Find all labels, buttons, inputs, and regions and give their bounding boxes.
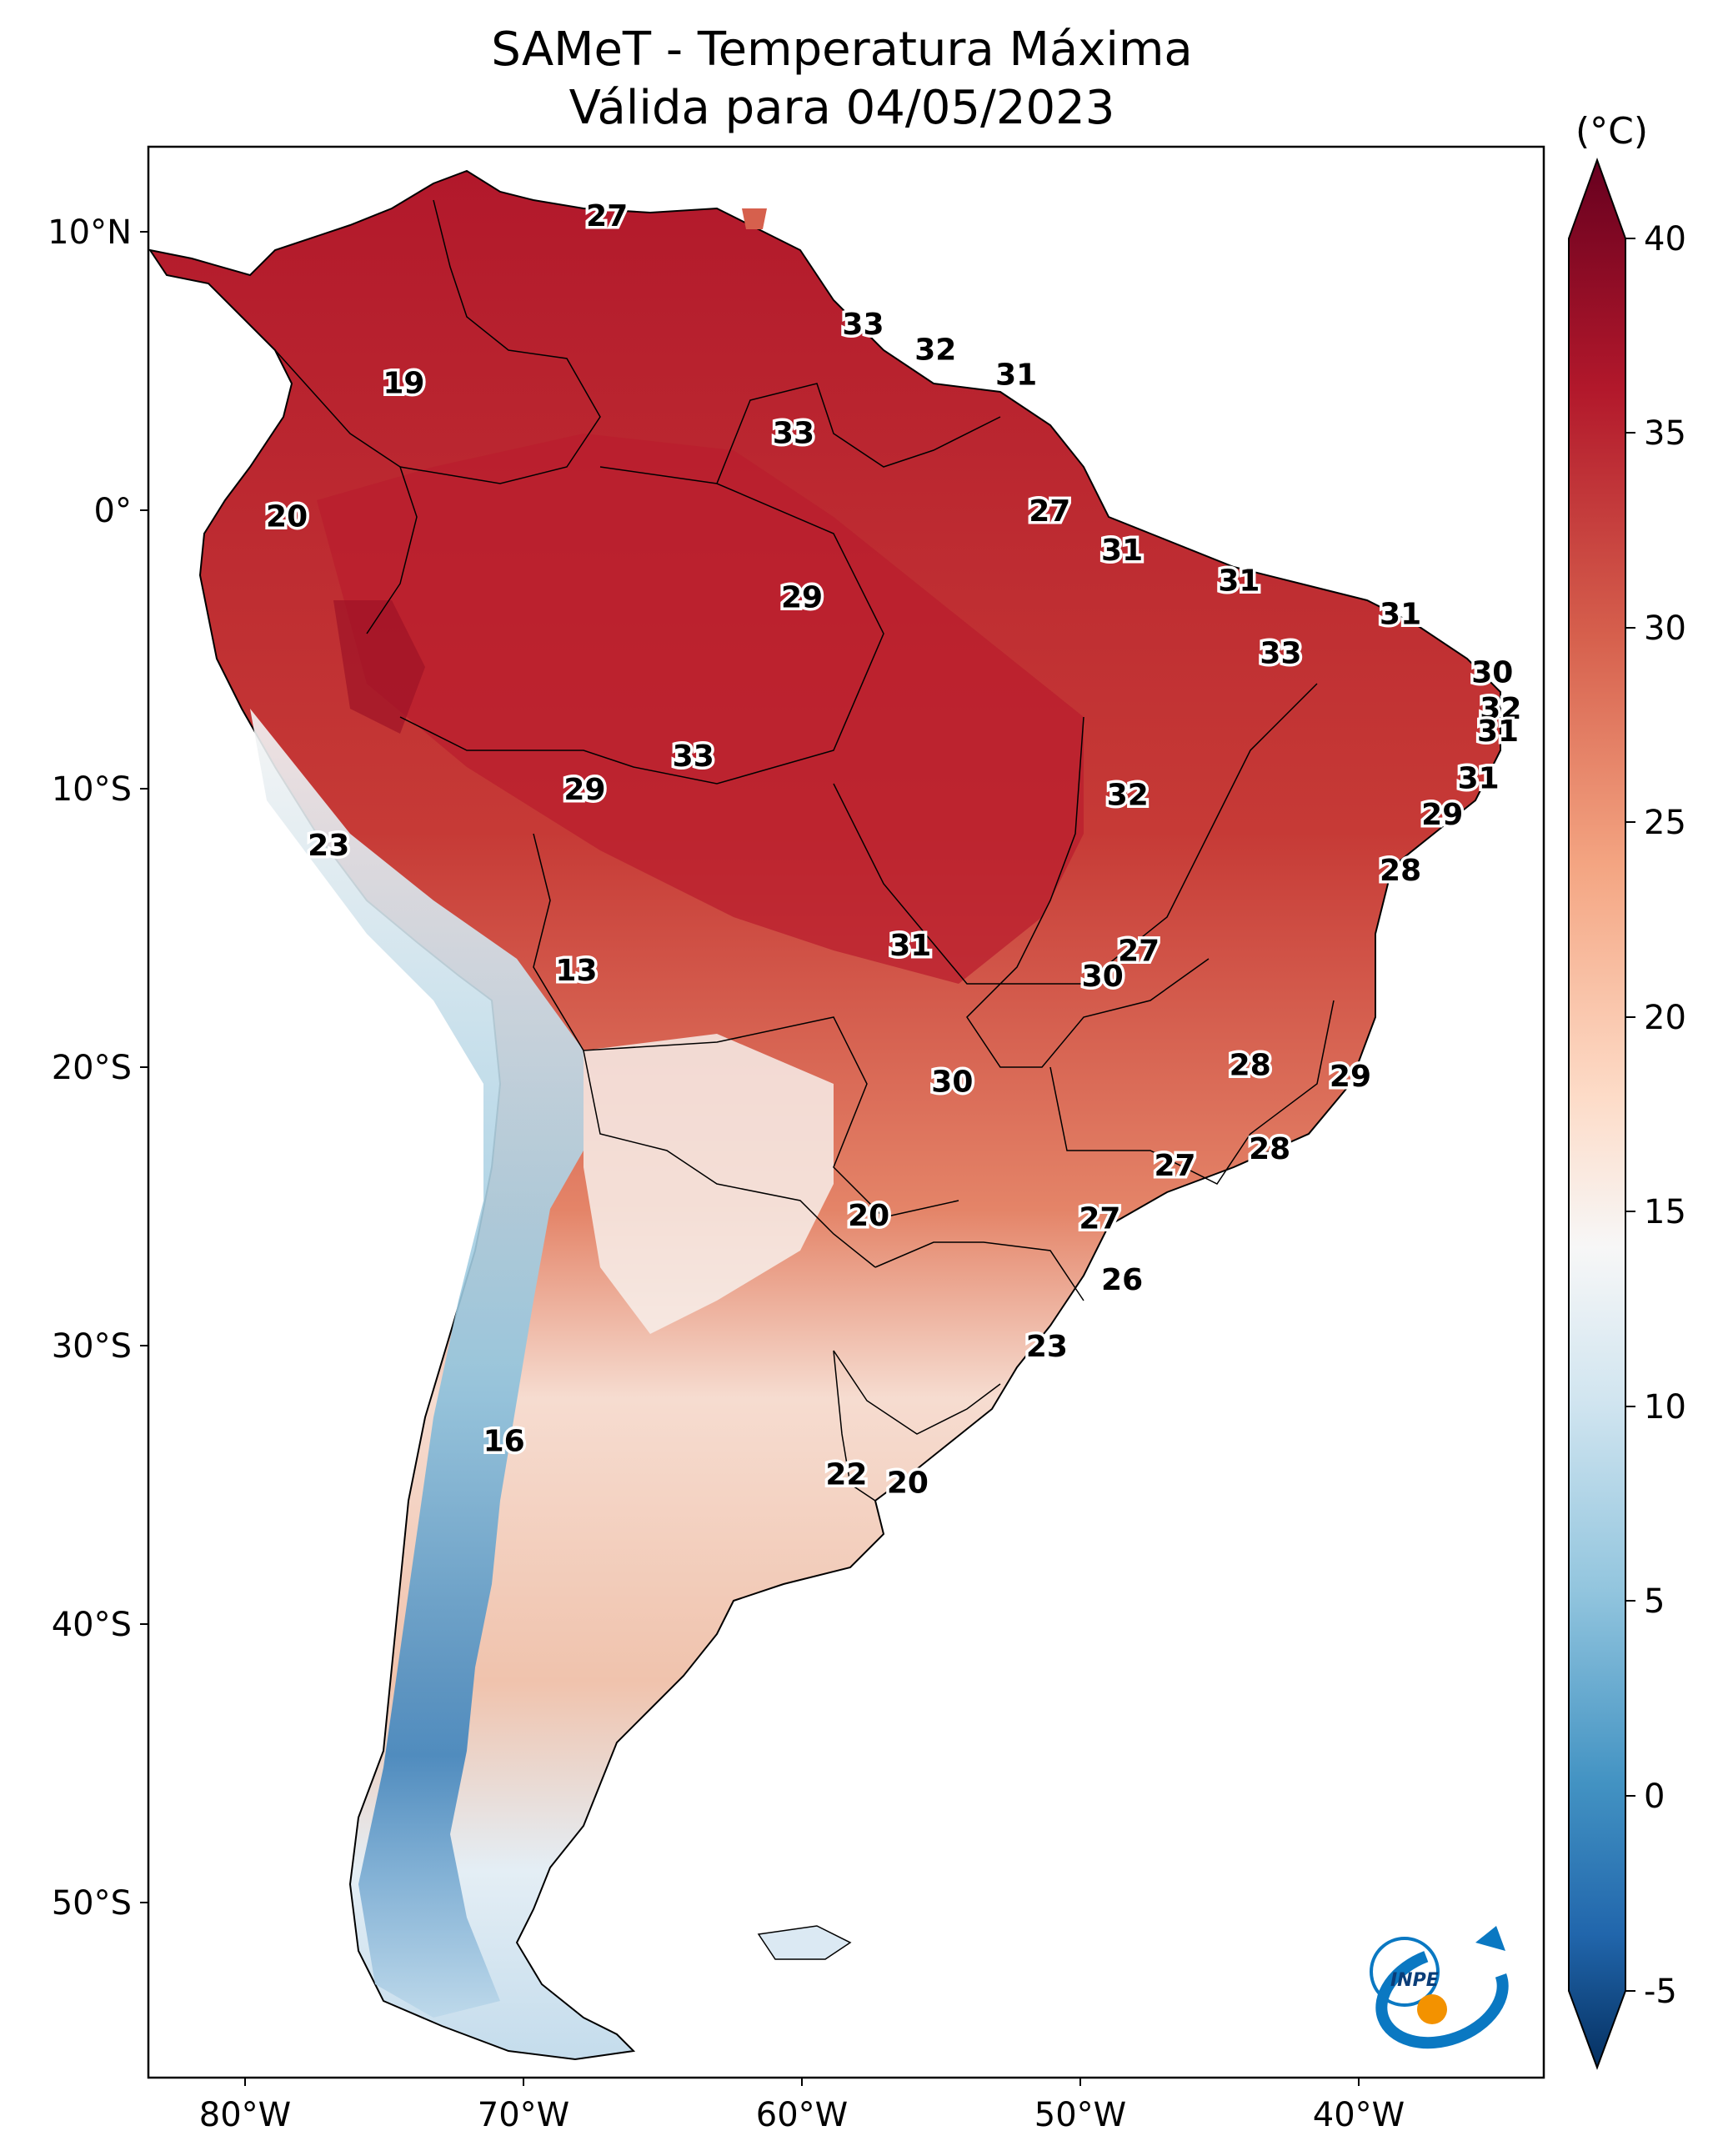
- station-value-label: 32: [1480, 692, 1521, 726]
- station-value-label: 16: [483, 1425, 525, 1459]
- lat-label-10s: 10°S: [52, 770, 132, 809]
- lat-label-10n: 10°N: [48, 213, 132, 252]
- station-value-label: 31: [1101, 534, 1143, 568]
- station-value-label: 20: [887, 1467, 929, 1501]
- station-value-label: 31: [1458, 762, 1500, 796]
- colorbar-tick-30: 30: [1644, 609, 1686, 648]
- station-value-label: 27: [586, 199, 628, 233]
- colorbar-tick-minus5: -5: [1644, 1973, 1677, 2011]
- station-value-label: 29: [1421, 798, 1463, 832]
- lat-label-50s: 50°S: [52, 1884, 132, 1923]
- station-value-label: 26: [1101, 1263, 1143, 1297]
- inpe-logo-text: INPE: [1390, 1970, 1439, 1991]
- andes-cold-region: [250, 709, 584, 2018]
- lat-label-0: 0°: [94, 492, 132, 530]
- station-value-label: 19: [383, 366, 424, 400]
- colorbar-tick-0: 0: [1644, 1777, 1665, 1816]
- lon-label-70w: 70°W: [478, 2096, 569, 2134]
- station-value-label: 30: [1471, 656, 1513, 690]
- inpe-logo: INPE: [1370, 1926, 1509, 2049]
- station-value-label: 32: [914, 333, 956, 367]
- station-value-label: 29: [563, 773, 605, 807]
- station-value-label: 33: [1260, 636, 1301, 670]
- lat-label-30s: 30°S: [52, 1327, 132, 1366]
- latitude-axis: 10°N 0° 10°S 20°S 30°S 40°S 50°S: [48, 213, 148, 1923]
- station-value-label: 27: [1079, 1201, 1120, 1236]
- map-title: SAMeT - Temperatura Máxima: [491, 23, 1193, 77]
- station-value-label: 31: [889, 929, 931, 963]
- station-value-label: 30: [1082, 960, 1124, 994]
- station-value-label: 22: [825, 1458, 867, 1492]
- station-value-label: 29: [1330, 1060, 1371, 1094]
- station-value-label: 31: [1218, 564, 1260, 599]
- map-panel: [148, 147, 1544, 2078]
- colorbar-tick-20: 20: [1644, 999, 1686, 1037]
- station-value-label: 20: [266, 500, 308, 534]
- colorbar-unit: (°C): [1575, 110, 1648, 153]
- station-value-label: 27: [1155, 1149, 1196, 1183]
- station-value-label: 27: [1118, 935, 1160, 969]
- station-value-label: 27: [1029, 494, 1070, 529]
- station-value-label: 31: [995, 358, 1037, 392]
- station-value-label: 32: [1107, 779, 1149, 813]
- station-value-label: 31: [1380, 598, 1421, 632]
- lon-label-60w: 60°W: [756, 2096, 848, 2134]
- map-frame: [147, 145, 1545, 2079]
- station-value-label: 29: [781, 581, 823, 615]
- station-value-label: 30: [931, 1065, 973, 1100]
- lat-label-40s: 40°S: [52, 1606, 132, 1644]
- lon-label-50w: 50°W: [1034, 2096, 1126, 2134]
- lat-label-20s: 20°S: [52, 1049, 132, 1087]
- map-subtitle: Válida para 04/05/2023: [568, 81, 1115, 135]
- country-borders: [274, 199, 1335, 1502]
- station-value-label: 28: [1230, 1049, 1271, 1083]
- station-value-label: 28: [1380, 854, 1421, 888]
- station-value-label: 23: [1026, 1330, 1068, 1364]
- station-value-label: 31: [1477, 714, 1519, 749]
- station-value-label: 23: [308, 829, 349, 863]
- station-value-label: 20: [848, 1199, 889, 1233]
- colorbar-tick-10: 10: [1644, 1388, 1686, 1426]
- colorbar-tick-5: 5: [1644, 1582, 1665, 1621]
- colorbar-tick-35: 35: [1644, 414, 1686, 453]
- lon-label-40w: 40°W: [1313, 2096, 1405, 2134]
- colorbar-tick-40: 40: [1644, 220, 1686, 258]
- station-value-label: 33: [842, 308, 884, 342]
- longitude-axis: 80°W 70°W 60°W 50°W 40°W: [199, 2078, 1405, 2134]
- colorbar-tick-15: 15: [1644, 1193, 1686, 1231]
- station-value-label: 33: [773, 416, 814, 450]
- station-value-label: 33: [673, 740, 714, 774]
- station-value-label: 28: [1249, 1132, 1290, 1166]
- lon-label-80w: 80°W: [199, 2096, 291, 2134]
- station-value-label: 13: [555, 954, 597, 988]
- colorbar: 40 35 30 25 20 15 10 5 0 -5 (°C): [1568, 110, 1686, 2070]
- colorbar-tick-25: 25: [1644, 804, 1686, 842]
